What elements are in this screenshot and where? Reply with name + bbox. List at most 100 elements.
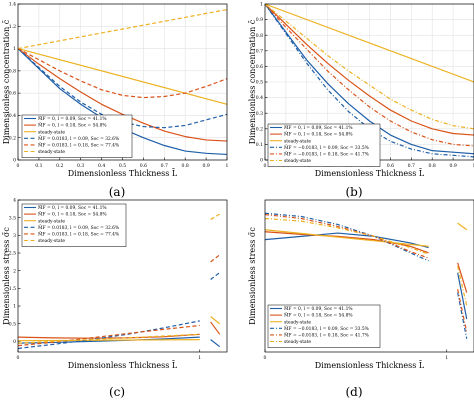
y-tick-label: 0 (13, 339, 16, 345)
y-tick-label: 0 (13, 158, 16, 164)
y-tick-label: 1 (13, 46, 16, 52)
legend-label-0: M̄F = 0, l = 0.09, Soc = 41.1% (38, 116, 107, 122)
series-line-4 (264, 3, 474, 147)
series-line-11 (457, 265, 468, 306)
y-tick-label: 0.2 (256, 126, 263, 132)
series-line-9 (457, 289, 468, 333)
legend-label-2: steady-state (38, 130, 65, 135)
series-line-10 (264, 217, 429, 255)
panel-a: 0 0.1 0.2 0.3 0.4 0.5 0.6 0.7 0.8 0.9 1 0 0.2 0.4 0.6 0… (2, 2, 229, 178)
series-line-8 (264, 213, 429, 259)
y-tick-label: 1 (13, 304, 16, 310)
x-tick-label: 0.6 (140, 163, 147, 169)
y-tick-label: 3.5 (9, 215, 16, 221)
x-tick-label: 0.4 (98, 163, 105, 169)
series-line-3 (210, 321, 221, 335)
legend-label-4: M̄F = −0.0183, l = 0.18, Soc = 41.7% (284, 152, 369, 158)
y-tick-label: 0.5 (256, 80, 263, 86)
x-tick-label: 1 (198, 355, 201, 361)
legend-label-0: M̄F = 0, l = 0.09, Soc = 41.1% (284, 306, 353, 312)
legend-box (21, 203, 127, 247)
x-tick-label: 0.9 (202, 163, 209, 169)
y-axis-label: Dimensionless concentration c̄ (248, 19, 257, 144)
series-line-2 (264, 231, 429, 254)
x-axis-label: Dimensionless Thickness L̄ (315, 169, 425, 178)
legend-label-2: steady-state (284, 139, 311, 144)
y-tick-label: 0.8 (256, 33, 263, 39)
y-tick-label: 0.8 (9, 68, 16, 74)
legend-label-5: steady-state (284, 159, 311, 164)
x-tick-label: 0 (17, 355, 20, 361)
legend-label-1: M̄F = 0, l = 0.18, Soc = 54.8% (284, 132, 353, 138)
legend-label-0: M̄F = 0, l = 0.09, Soc = 41.1% (284, 125, 353, 131)
legend-label-5: steady-state (38, 150, 65, 155)
series-line-2 (264, 3, 474, 83)
series-line-1 (210, 339, 221, 348)
axes-frame (17, 199, 228, 353)
legend-label-3: M̄F = 0.0183, l = 0.09, Soc = 32.6% (38, 136, 119, 142)
x-axis-label: Dimensionless Thickness L̄ (68, 361, 178, 370)
figure-label-d: (d) (345, 385, 362, 399)
series-line-3 (17, 48, 228, 129)
legend-label-2: steady-state (38, 219, 65, 224)
legend-label-5: steady-state (284, 340, 311, 345)
x-tick-label: 0.8 (429, 163, 436, 169)
legend-label-5: steady-state (38, 239, 65, 244)
series-line-4 (17, 48, 228, 99)
y-tick-label: 0.7 (256, 48, 263, 54)
series-line-0 (264, 3, 474, 155)
x-tick-label: 0 (264, 163, 267, 169)
legend-label-4: M̄F = 0.0183, l = 0.18, Soc = 77.4% (38, 232, 119, 238)
figure-label-a: (a) (109, 185, 126, 199)
y-tick-label: 0.6 (256, 64, 263, 70)
x-tick-label: 0.5 (119, 163, 126, 169)
series-line-10 (17, 333, 200, 344)
y-tick-label: 0.1 (256, 142, 263, 148)
x-tick-label: 0 (264, 355, 267, 361)
y-tick-label: 0.9 (256, 17, 263, 23)
x-tick-label: 1 (473, 163, 474, 169)
y-tick-label: 2.5 (9, 251, 16, 257)
legend-label-3: M̄F = −0.0183, l = 0.09, Soc = 33.5% (284, 145, 369, 151)
y-tick-label: 0.4 (256, 95, 263, 101)
y-tick-label: 2 (13, 268, 16, 274)
series-line-0 (17, 336, 200, 344)
series-line-7 (210, 271, 221, 281)
y-axis-label: Dimensionless stress σ̄c (2, 227, 11, 325)
series-line-4 (264, 229, 429, 247)
x-tick-label: 0.7 (408, 163, 415, 169)
y-tick-label: 0.6 (9, 91, 16, 97)
figure-label-b: (b) (345, 185, 362, 199)
x-axis-label: Dimensionless Thickness L̄ (68, 169, 178, 178)
legend-label-4: M̄F = 0.0183, l = 0.18, Soc = 77.4% (38, 143, 119, 149)
series-line-2 (17, 47, 228, 105)
legend-label-1: M̄F = 0, l = 0.18, Soc = 54.8% (284, 313, 353, 319)
series-line-4 (17, 339, 200, 342)
x-tick-label: 0.3 (77, 163, 84, 169)
x-tick-label: 0.8 (182, 163, 189, 169)
series-line-5 (210, 316, 221, 325)
legend-box (267, 304, 381, 348)
panel-b: 00.10.20.30.40.50.60.70.80.9100.10.20.30… (248, 2, 474, 178)
series-line-1 (457, 272, 468, 320)
x-axis-label: Dimensionless Thickness L̄ (315, 361, 425, 370)
series-line-1 (264, 3, 474, 136)
legend-label-1: M̄F = 0, l = 0.18, Soc = 54.8% (38, 123, 107, 129)
series-line-5 (17, 8, 228, 50)
x-tick-label: 0.7 (161, 163, 168, 169)
y-tick-label: 0.4 (9, 113, 16, 119)
x-tick-label: 0.2 (56, 163, 63, 169)
series-line-6 (17, 320, 200, 350)
x-tick-label: 0.9 (449, 163, 456, 169)
series-line-5 (264, 3, 474, 130)
y-axis-label: Dimensionless stress σ̄c (248, 227, 257, 325)
panel-c: 0 1 0 0.5 1 1.5 2 2.5 3 3.5 4 Dimensionless Thickne… (2, 198, 228, 370)
series-line-5 (457, 222, 468, 231)
legend-box (267, 123, 381, 167)
y-tick-label: 1.4 (9, 2, 16, 8)
series-line-9 (210, 254, 221, 263)
y-tick-label: 3 (13, 233, 16, 239)
x-tick-label: 1 (445, 355, 448, 361)
figure-label-c: (c) (109, 385, 125, 399)
